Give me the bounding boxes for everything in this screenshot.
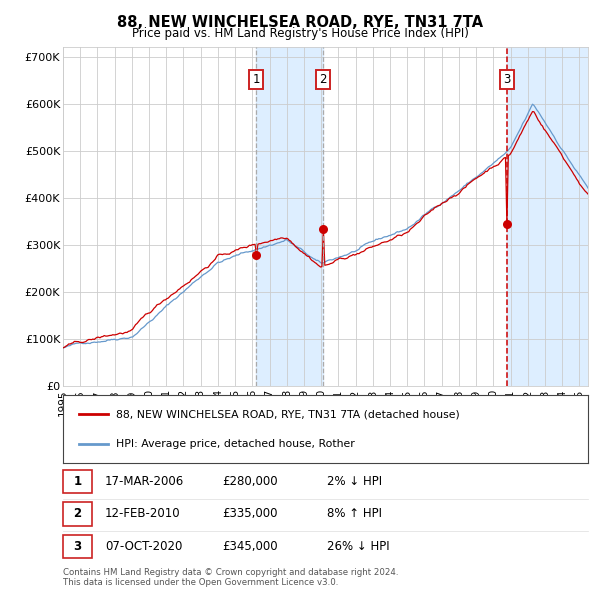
Bar	[256, 47, 323, 386]
Text: 3: 3	[73, 540, 82, 553]
Text: £280,000: £280,000	[222, 475, 278, 488]
Text: £345,000: £345,000	[222, 540, 278, 553]
Text: 17-MAR-2006: 17-MAR-2006	[105, 475, 184, 488]
Text: 8% ↑ HPI: 8% ↑ HPI	[327, 507, 382, 520]
Text: 12-FEB-2010: 12-FEB-2010	[105, 507, 181, 520]
Text: Price paid vs. HM Land Registry's House Price Index (HPI): Price paid vs. HM Land Registry's House …	[131, 27, 469, 40]
Text: 88, NEW WINCHELSEA ROAD, RYE, TN31 7TA (detached house): 88, NEW WINCHELSEA ROAD, RYE, TN31 7TA (…	[115, 409, 459, 419]
Text: £335,000: £335,000	[222, 507, 277, 520]
Text: 07-OCT-2020: 07-OCT-2020	[105, 540, 182, 553]
Text: 2: 2	[73, 507, 82, 520]
Text: 3: 3	[503, 73, 510, 86]
Text: 88, NEW WINCHELSEA ROAD, RYE, TN31 7TA: 88, NEW WINCHELSEA ROAD, RYE, TN31 7TA	[117, 15, 483, 30]
Text: 1: 1	[252, 73, 260, 86]
Text: 2: 2	[319, 73, 327, 86]
Text: 26% ↓ HPI: 26% ↓ HPI	[327, 540, 389, 553]
Text: Contains HM Land Registry data © Crown copyright and database right 2024.
This d: Contains HM Land Registry data © Crown c…	[63, 568, 398, 587]
Text: HPI: Average price, detached house, Rother: HPI: Average price, detached house, Roth…	[115, 439, 354, 449]
Text: 2% ↓ HPI: 2% ↓ HPI	[327, 475, 382, 488]
Text: 1: 1	[73, 475, 82, 488]
Bar	[506, 47, 588, 386]
